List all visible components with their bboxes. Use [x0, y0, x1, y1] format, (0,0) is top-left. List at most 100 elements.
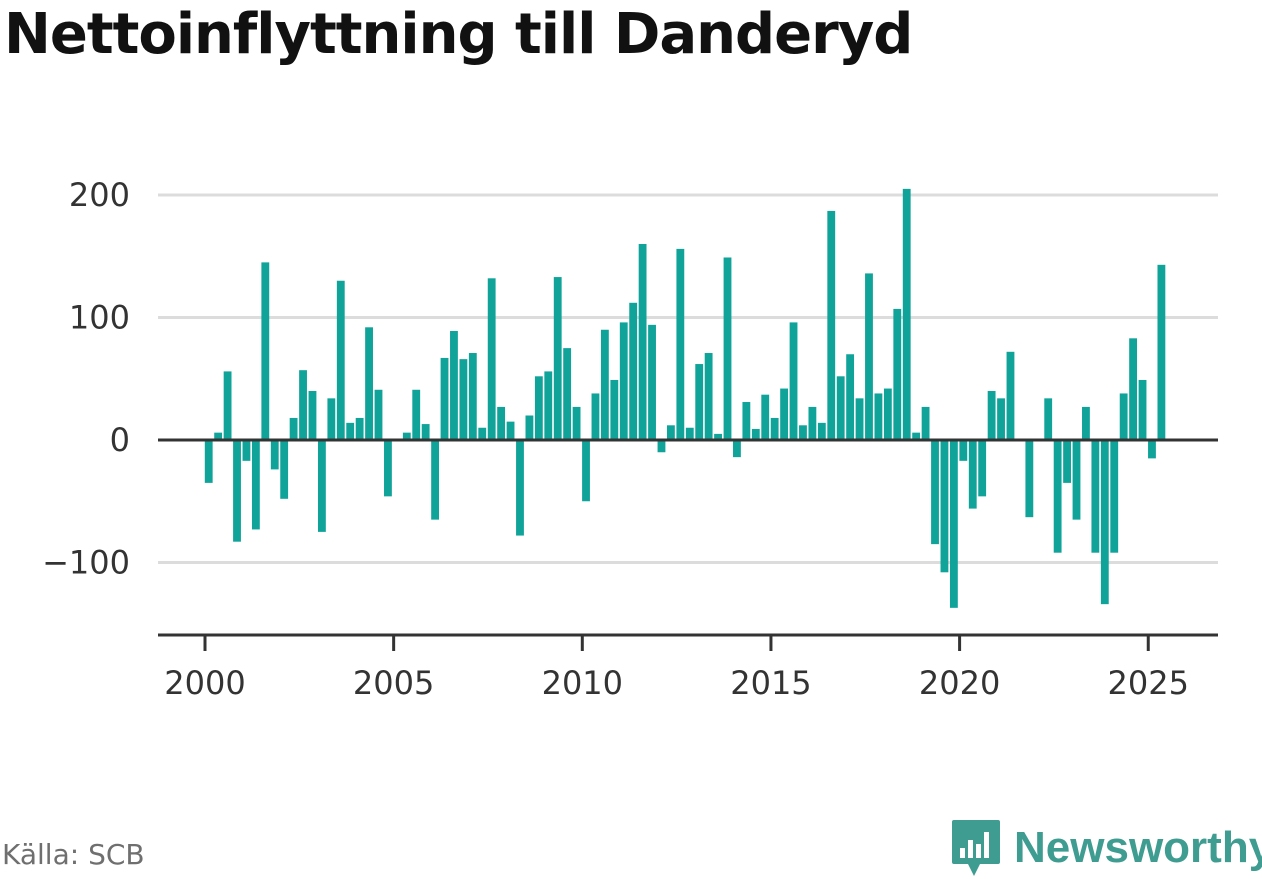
source-note: Källa: SCB — [2, 838, 145, 871]
bar — [648, 324, 656, 440]
bar — [940, 440, 949, 573]
bar — [1119, 393, 1128, 440]
brand-logo: Newsworthy — [950, 818, 1262, 878]
bar — [846, 354, 855, 440]
bar — [525, 415, 534, 440]
bar — [666, 425, 675, 440]
bar — [1148, 440, 1156, 459]
bar — [572, 406, 581, 441]
bar — [327, 398, 336, 440]
bar — [374, 389, 383, 440]
bar — [204, 440, 213, 483]
bar — [817, 422, 826, 440]
chart-title: Nettoinflyttning till Danderyd — [4, 2, 913, 67]
bar — [440, 357, 449, 441]
bar — [704, 353, 713, 440]
bar — [1006, 351, 1015, 440]
x-tick-label: 2005 — [353, 664, 434, 702]
bar — [893, 308, 902, 440]
y-tick-label: 0 — [110, 421, 130, 459]
bar — [308, 391, 317, 440]
bar — [289, 417, 298, 440]
bar — [1110, 440, 1119, 553]
bar — [912, 432, 921, 440]
bar — [761, 394, 770, 441]
bar — [883, 388, 892, 440]
bar — [553, 277, 562, 440]
bar — [459, 359, 468, 440]
bars — [204, 188, 1166, 608]
bar — [487, 278, 496, 440]
y-axis-labels: −100 0 100 200 — [42, 176, 130, 582]
bar — [619, 322, 628, 440]
x-tick-label: 2025 — [1108, 664, 1189, 702]
bar — [544, 371, 553, 440]
bar — [968, 440, 977, 509]
bar — [412, 389, 421, 440]
bar — [723, 257, 732, 441]
bar — [384, 440, 392, 497]
bar — [223, 371, 232, 440]
bar — [261, 262, 270, 441]
bar — [1129, 338, 1138, 440]
x-axis-labels: 2000 2005 2010 2015 2020 2025 — [164, 664, 1189, 702]
bar — [808, 406, 817, 441]
bar — [657, 440, 666, 453]
bar — [1138, 379, 1147, 441]
bar — [1053, 440, 1062, 553]
bar — [931, 440, 939, 545]
bar — [1063, 440, 1071, 483]
bar — [214, 432, 223, 440]
x-tick-label: 2015 — [730, 664, 811, 702]
bar — [450, 330, 458, 441]
bar — [506, 421, 515, 441]
bar — [346, 422, 355, 440]
bar — [233, 440, 241, 542]
y-tick-label: 200 — [69, 176, 130, 214]
bar — [902, 188, 911, 440]
bar — [987, 391, 996, 440]
bar — [251, 440, 260, 530]
bar — [270, 440, 279, 470]
x-tick-label: 2020 — [919, 664, 1000, 702]
bar — [582, 440, 590, 502]
x-tick-label: 2010 — [542, 664, 623, 702]
bar — [317, 440, 326, 532]
bar — [978, 440, 987, 497]
bar — [242, 440, 251, 461]
x-axis — [158, 633, 1218, 651]
bar — [742, 402, 751, 440]
bar — [402, 432, 411, 440]
bar — [365, 327, 373, 440]
y-tick-label: −100 — [42, 544, 130, 582]
bar — [534, 376, 543, 440]
bar — [1072, 440, 1081, 520]
bar — [591, 393, 600, 440]
bar — [714, 433, 722, 441]
bar — [431, 440, 440, 520]
bar — [280, 440, 289, 499]
bar — [780, 388, 789, 440]
x-tick-label: 2000 — [164, 664, 245, 702]
bar — [355, 417, 364, 440]
bar — [468, 353, 477, 440]
bar — [695, 364, 704, 440]
bar — [959, 440, 968, 461]
bar — [855, 398, 864, 440]
bar — [563, 348, 572, 441]
bar — [336, 280, 345, 440]
bar — [299, 370, 307, 441]
bar — [676, 248, 685, 440]
bar — [874, 393, 883, 440]
bar — [421, 424, 430, 440]
bar — [497, 406, 506, 441]
bar — [751, 428, 760, 441]
gridlines — [158, 193, 1218, 564]
bar — [685, 427, 694, 440]
bar — [789, 322, 798, 440]
brand-name: Newsworthy — [1014, 823, 1262, 872]
bar — [799, 425, 807, 440]
bar — [1025, 440, 1034, 518]
bar — [610, 379, 619, 441]
